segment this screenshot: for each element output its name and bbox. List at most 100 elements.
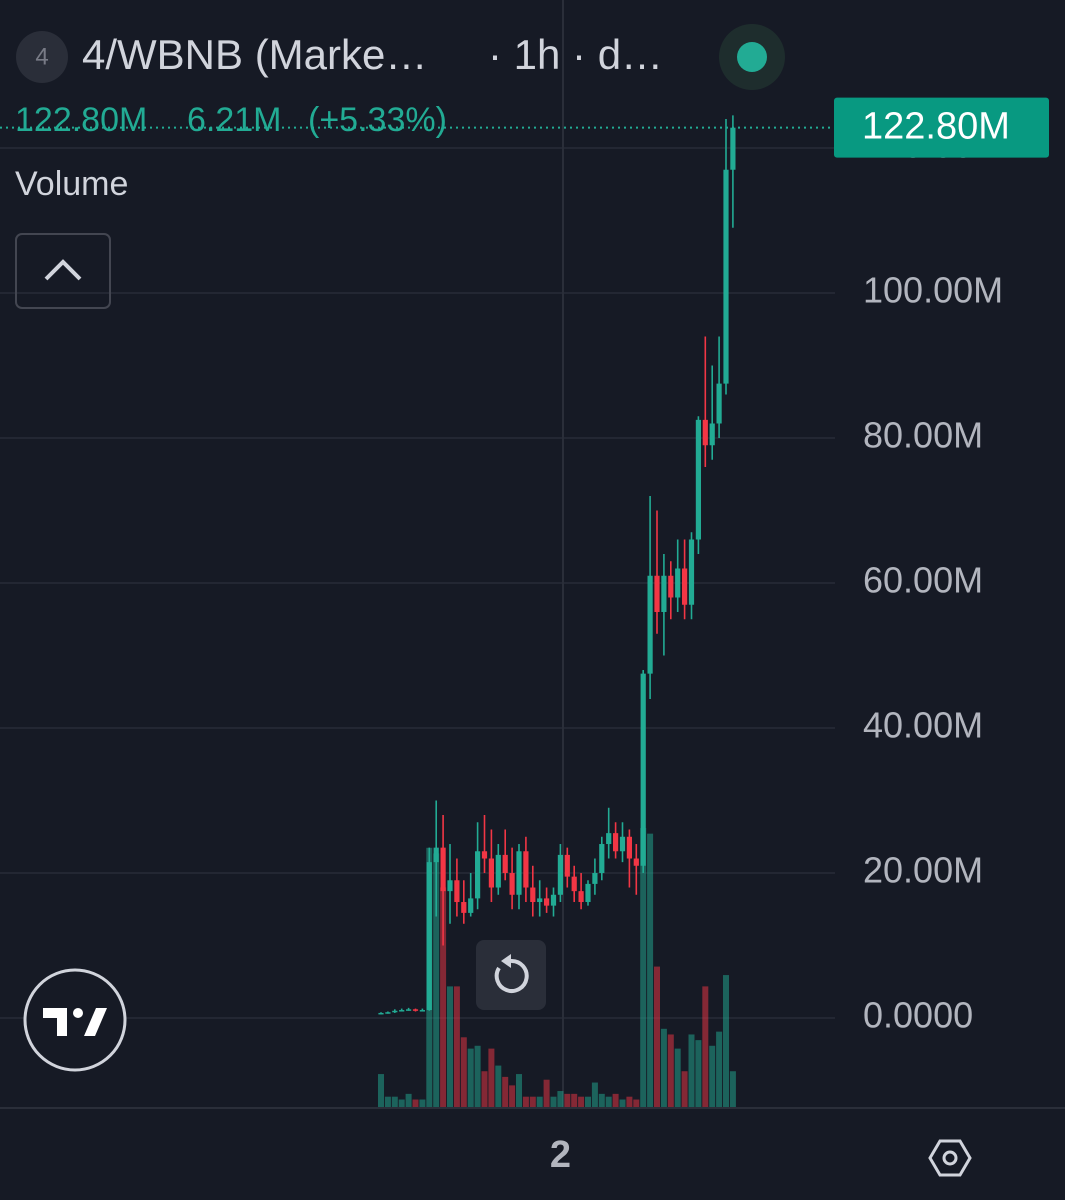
candle-body (557, 854, 563, 895)
symbol-title[interactable]: 4/WBNB (Marke… (82, 31, 427, 78)
volume-bar (598, 1093, 605, 1108)
candle-body (433, 847, 439, 863)
volume-bar (605, 1096, 612, 1108)
candle-body (378, 1012, 384, 1015)
volume-bar (405, 1093, 412, 1108)
settings-button[interactable] (928, 1139, 972, 1177)
candle-body (702, 419, 708, 446)
symbol-badge[interactable] (16, 31, 68, 83)
volume-bar (509, 1085, 516, 1108)
last-price-label: 122.80M (862, 106, 1010, 148)
volume-bar (391, 1096, 398, 1108)
candle-body (544, 898, 550, 906)
volume-bar (398, 1099, 405, 1108)
volume-bar (667, 1034, 674, 1108)
candle-body (661, 575, 667, 613)
y-tick-label: 20.00M (863, 850, 983, 891)
candle-body (447, 880, 453, 892)
candle-body (419, 1010, 425, 1012)
volume-bar (578, 1096, 585, 1108)
candle-body (440, 847, 446, 892)
volume-bar (440, 887, 447, 1108)
candle-body (502, 854, 508, 874)
last-price-tag (834, 97, 1049, 158)
candle-body (654, 575, 660, 613)
volume-bar (550, 1096, 557, 1108)
candle-body (399, 1010, 405, 1012)
volume-bar (660, 1028, 667, 1108)
candle-body (406, 1009, 412, 1011)
volume-bar (447, 986, 453, 1108)
candle-body (454, 880, 460, 903)
reset-button[interactable] (476, 940, 546, 1010)
candle-body (730, 127, 736, 170)
candle-body (537, 898, 543, 903)
candle-body (675, 568, 681, 598)
volume-bar (412, 1099, 419, 1108)
candle-body (550, 894, 557, 906)
interval: · 1h · d… (488, 31, 663, 78)
candle-body (412, 1009, 419, 1011)
candle-body (495, 854, 501, 888)
volume-bar (709, 1045, 716, 1108)
volume-bar (529, 1096, 536, 1108)
status-dot (737, 42, 767, 72)
tradingview-logo[interactable] (23, 968, 127, 1072)
candle-body (585, 883, 591, 903)
plot (378, 115, 736, 1108)
volume-bar (384, 1096, 391, 1108)
volume-bar (674, 1048, 681, 1108)
candle-body (571, 876, 577, 892)
candle-body (481, 851, 488, 859)
volume-bar (564, 1093, 571, 1108)
y-tick-label: 0.0000 (863, 995, 973, 1036)
volume-title: Volume (15, 165, 128, 203)
chevron-up-icon (44, 259, 82, 281)
candle-body (599, 844, 605, 874)
volume-bar (619, 1099, 626, 1108)
candle-body (709, 423, 715, 446)
candle-body (647, 575, 653, 674)
candle-body (606, 833, 612, 845)
candle-body (426, 862, 432, 1011)
candle-body (723, 169, 729, 384)
candle-body (385, 1012, 391, 1014)
logo-dot (73, 1008, 83, 1018)
candle-body (392, 1010, 398, 1013)
collapse-button[interactable] (15, 233, 111, 309)
volume-bar (453, 986, 460, 1108)
volume-bar (716, 1031, 723, 1108)
candle-body (475, 851, 481, 899)
candle-body (613, 833, 619, 852)
volume-bar (695, 1040, 702, 1108)
candle-body (578, 891, 584, 903)
candle-body (509, 873, 515, 895)
candle-body (668, 575, 674, 598)
grid (0, 146, 835, 1020)
volume-bar (433, 853, 440, 1108)
candle-body (626, 836, 632, 859)
badge-text: 4 (35, 43, 48, 70)
y-tick-label: 40.00M (863, 705, 983, 746)
volume-bar (688, 1034, 695, 1108)
volume-bar (729, 1071, 736, 1108)
volume-bar (502, 1076, 509, 1108)
volume-bar (585, 1096, 591, 1108)
candle-body (682, 568, 688, 605)
candle-body (695, 419, 701, 540)
candle-body (468, 898, 474, 913)
candle-body (564, 854, 570, 877)
volume-bar (460, 1037, 467, 1108)
candle-body (716, 383, 722, 424)
candle-body (619, 836, 626, 852)
x-tick-label: 2 (550, 1134, 571, 1176)
settings-icon (942, 1150, 958, 1166)
y-tick-label: 80.00M (863, 415, 983, 456)
volume-bar (419, 1099, 426, 1108)
volume-bar (543, 1079, 550, 1108)
reset-icon-arrow (501, 954, 511, 968)
volume-bar (378, 1074, 384, 1108)
candle-body (530, 887, 536, 903)
volume-bar (481, 1071, 488, 1108)
